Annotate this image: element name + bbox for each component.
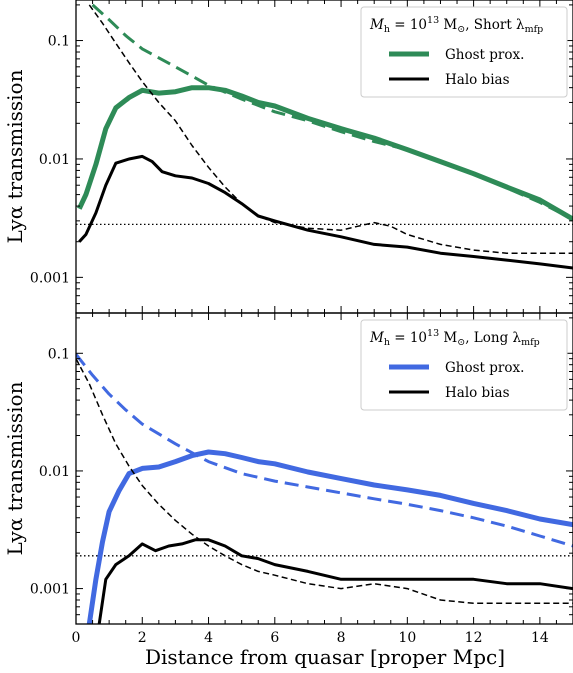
model-dashed-line [76,358,573,605]
halo-bias-solid-line [97,538,573,624]
legend-entry-label: Ghost prox. [445,360,524,376]
legend-entry-label: Halo bias [445,385,510,401]
x-tick-label: 6 [270,630,279,646]
model-dashed-line [88,4,573,254]
x-tick-label: 2 [138,630,147,646]
series-group [76,353,573,624]
bottom-panel: 0 2 4 6 8 10 12 14 0.001 0.01 0.1 Lyα transmission M… [3,312,573,646]
y-tick-label: 0.001 [30,270,70,286]
y-tick-label: 0.1 [48,34,70,50]
ghost-prox-solid-line [77,85,573,222]
legend-title: Mh = 1013 M⊙, Long λmfp [369,328,540,348]
legend-box [360,6,568,98]
x-tick-label: 10 [398,630,416,646]
legend-title: Mh = 1013 M⊙, Short λmfp [369,15,543,35]
x-tick-label: 8 [337,630,346,646]
x-tick-label: 4 [204,630,213,646]
legend-box [360,319,568,411]
x-axis-title: Distance from quasar [proper Mpc] [145,645,505,669]
y-tick-label: 0.01 [39,464,70,480]
y-tick-label: 0.1 [48,346,70,362]
y-tick-label: 0.01 [39,152,70,168]
model-dashed-line [91,3,573,221]
legend: Mh = 1013 M⊙, Short λmfp Ghost prox. Halo … [360,6,568,98]
legend-entry-label: Halo bias [445,72,510,88]
series-group [77,3,573,270]
legend: Mh = 1013 M⊙, Long λmfp Ghost prox. Halo b… [360,319,568,411]
ghost-prox-solid-line [86,449,573,624]
y-axis-title: Lyα transmission [3,69,27,243]
x-tick-label: 12 [465,630,483,646]
y-axis-title: Lyα transmission [3,381,27,555]
x-tick-label: 14 [531,630,549,646]
halo-bias-solid-line [78,154,573,270]
legend-entry-label: Ghost prox. [445,47,524,63]
model-dashed-line [76,353,573,548]
x-tick-label: 0 [72,630,81,646]
top-panel: 0.001 0.01 0.1 Lyα transmission Mh = 1013 M⊙… [3,0,573,314]
y-tick-label: 0.001 [30,582,70,598]
